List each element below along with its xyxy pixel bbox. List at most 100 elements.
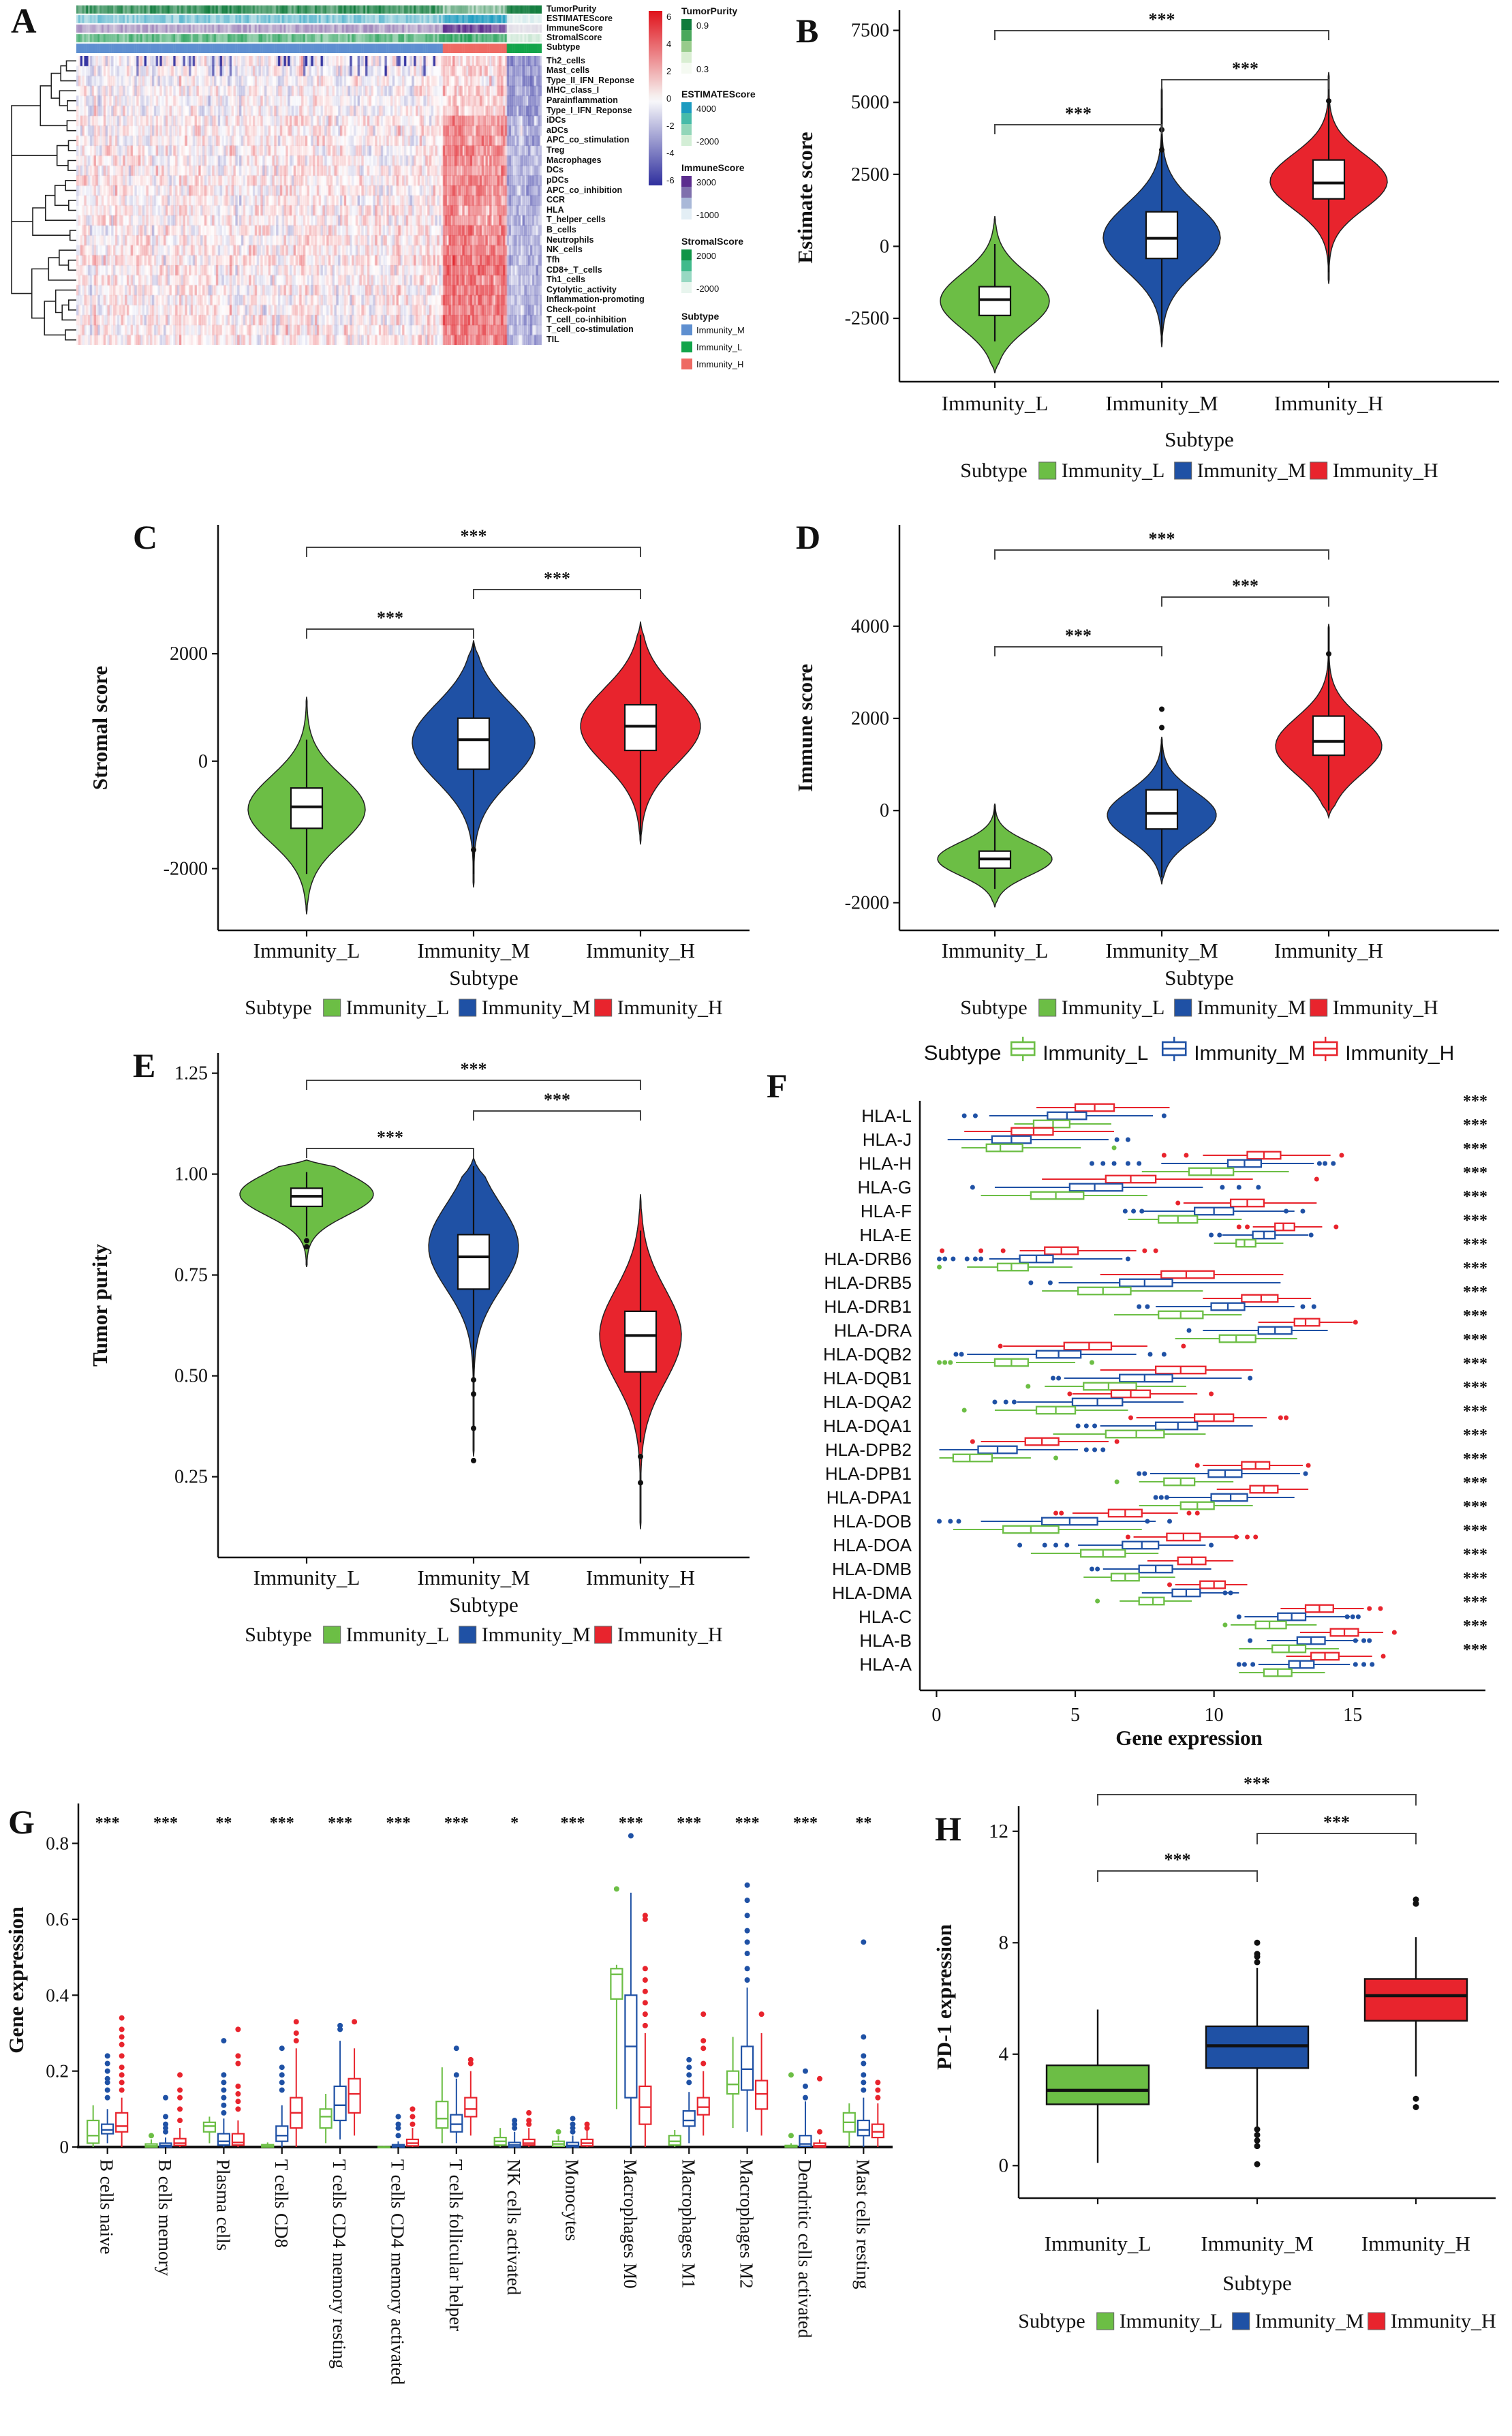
x-category-label: B cells naive	[97, 2159, 117, 2254]
outlier-point	[279, 2045, 285, 2052]
box	[457, 1234, 491, 1290]
outlier-point	[861, 2072, 867, 2078]
sig-stars: **	[215, 1814, 232, 1832]
sig-bracket	[994, 30, 1329, 40]
outlier-point	[1236, 1662, 1241, 1667]
legend-title: Subtype	[1018, 2310, 1085, 2332]
outlier-point	[1114, 1479, 1120, 1485]
legend-item-label: Immunity_L	[346, 996, 450, 1019]
sig-stars: ***	[377, 1127, 403, 1147]
sig-stars: ***	[386, 1814, 410, 1832]
outlier-point	[467, 2056, 474, 2062]
outlier-point	[642, 1977, 648, 1983]
gene-label: HLA-DPB1	[825, 1463, 912, 1484]
hla-box	[1241, 1294, 1279, 1303]
outlier-point	[1380, 1654, 1386, 1659]
sig-stars: ***	[1463, 1570, 1487, 1587]
hla-box	[1163, 1477, 1196, 1487]
outlier-point	[570, 2121, 576, 2127]
legend-title: Subtype	[924, 1041, 1002, 1065]
subtype-legend: Subtype Immunity_L Immunity_M Immunity_H	[245, 996, 722, 1019]
legend-title-stromalscore: StromalScore	[681, 236, 744, 247]
outlier-point	[1391, 1630, 1397, 1635]
outlier-point	[1153, 1248, 1158, 1253]
hla-box	[1010, 1127, 1054, 1136]
track-label: ImmuneScore	[546, 23, 603, 33]
sig-bracket	[306, 547, 641, 557]
outlier-point	[570, 2129, 576, 2135]
outlier-point	[471, 1377, 476, 1383]
subtype-legend: Subtype Immunity_L Immunity_M Immunity_H	[1018, 2310, 1496, 2332]
outlier-point	[1011, 1399, 1017, 1405]
outlier-point	[177, 2095, 183, 2101]
outlier-point	[700, 2038, 707, 2044]
colorbar-tick: 2	[666, 66, 672, 76]
gene-label: HLA-H	[859, 1153, 912, 1174]
sig-stars: ***	[1463, 1474, 1487, 1492]
heatmap-row-label: Treg	[546, 145, 565, 155]
outlier-point	[293, 2038, 299, 2044]
outlier-point	[1053, 1510, 1059, 1516]
panel-c-stromal-violin: C Stromal score Subtype 2000 0 -2000 *** ***…	[88, 518, 750, 1019]
y-tick-label: 1.00	[174, 1164, 208, 1185]
hla-box	[1030, 1191, 1085, 1200]
legend-item-label: Immunity_L	[346, 1624, 450, 1646]
dendrogram-path	[11, 60, 76, 341]
outlier-point	[1092, 1447, 1098, 1452]
outlier-point	[1353, 1638, 1358, 1643]
outlier-point	[235, 2099, 241, 2105]
sig-stars: ***	[1065, 626, 1092, 645]
outlier-point	[1248, 1375, 1253, 1381]
legend-item-label: Immunity_H	[617, 996, 723, 1019]
outlier-point	[512, 2125, 518, 2131]
outlier-point	[1254, 2161, 1261, 2167]
heatmap-row-label: Check-point	[546, 305, 596, 315]
sig-bracket	[306, 1148, 474, 1158]
outlier-point	[235, 2060, 241, 2067]
outlier-point	[642, 1966, 648, 1972]
outlier-point	[235, 2053, 241, 2059]
legend-swatch-icon	[323, 999, 341, 1017]
sig-stars: ***	[1164, 1850, 1191, 1870]
track-label: TumorPurity	[546, 4, 597, 14]
sig-stars: ***	[677, 1814, 701, 1832]
outlier-point	[235, 2083, 241, 2089]
outlier-point	[744, 1951, 750, 1957]
outlier-point	[1125, 1137, 1130, 1142]
outlier-point	[744, 1939, 750, 1945]
outlier-point	[149, 2133, 155, 2139]
panel-a-label: A	[11, 2, 37, 41]
outlier-point	[875, 2095, 881, 2101]
outlier-point	[642, 2011, 648, 2018]
legend-swatch-icon	[1038, 999, 1057, 1017]
outlier-point	[861, 2034, 867, 2040]
legend-value: 4000	[696, 104, 716, 114]
outlier-point	[453, 2072, 459, 2078]
outlier-point	[861, 2080, 867, 2086]
y-tick-label: 0	[198, 751, 208, 772]
outlier-point	[1314, 1176, 1319, 1182]
expression-colorbar	[649, 11, 662, 185]
legend-step	[681, 135, 692, 146]
outlier-point	[410, 2106, 416, 2112]
hla-box	[1160, 1270, 1215, 1279]
outlier-point	[1089, 1161, 1094, 1166]
outlier-point	[453, 2045, 459, 2052]
row-dendrogram	[11, 60, 76, 341]
outlier-point	[1311, 1304, 1316, 1309]
outlier-point	[948, 1519, 953, 1524]
gene-label: HLA-DMA	[832, 1583, 912, 1603]
sig-stars: ***	[1463, 1594, 1487, 1611]
cell-box	[696, 2097, 710, 2116]
sig-bracket	[994, 124, 1162, 134]
outlier-point	[1339, 1153, 1344, 1158]
outlier-point	[1413, 1896, 1419, 1903]
outlier-point	[410, 2114, 416, 2120]
sig-bracket	[994, 646, 1162, 656]
sig-stars: ***	[619, 1814, 643, 1832]
y-tick-label: 0	[60, 2137, 70, 2157]
sig-stars: ***	[1463, 1355, 1487, 1373]
colorbar-tick: -2	[666, 121, 675, 131]
panel-e-ylabel: Tumor purity	[88, 1243, 112, 1367]
outlier-point	[1159, 147, 1164, 153]
